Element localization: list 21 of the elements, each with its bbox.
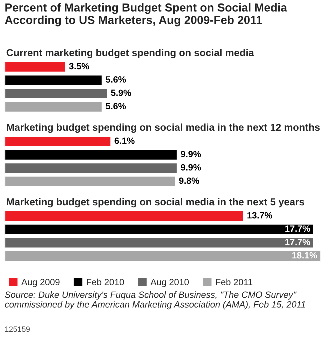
- data-label: 18.1%: [292, 252, 318, 259]
- data-label: 9.9%: [181, 164, 202, 171]
- legend-label: Feb 2010: [87, 278, 124, 286]
- y-tick-label: Current marketing budget spending on social media: [6, 49, 254, 58]
- legend-label: Aug 2009: [22, 279, 60, 288]
- data-label: 13.7%: [248, 212, 272, 219]
- data-label: 5.9%: [111, 90, 132, 96]
- source-note: Source: Duke University's Fuqua School of Business, "The CMO Survey" commissioned by the American Marketing Association (AMA), Feb 15, 2011: [5, 292, 306, 310]
- data-label: 17.7%: [286, 226, 310, 232]
- data-label: 9.9%: [181, 151, 202, 158]
- data-label: 3.5%: [69, 63, 90, 70]
- data-label: 5.6%: [106, 76, 126, 83]
- y-tick-label: Marketing budget spending on social media in the next 12 months: [7, 124, 320, 134]
- legend-label: Aug 2010: [150, 279, 190, 288]
- data-label: 6.1%: [114, 138, 135, 144]
- chart-title: Percent of Marketing Budget Spent on Social Media According to US Marketers, Aug 2009-Feb 2011: [5, 3, 288, 27]
- data-label: 9.8%: [179, 178, 200, 184]
- y-tick-label: Marketing budget spending on social media in the next 5 years: [7, 198, 304, 208]
- data-label: 17.7%: [286, 239, 310, 246]
- legend-label: Feb 2011: [216, 278, 253, 286]
- data-label: 5.6%: [106, 103, 126, 110]
